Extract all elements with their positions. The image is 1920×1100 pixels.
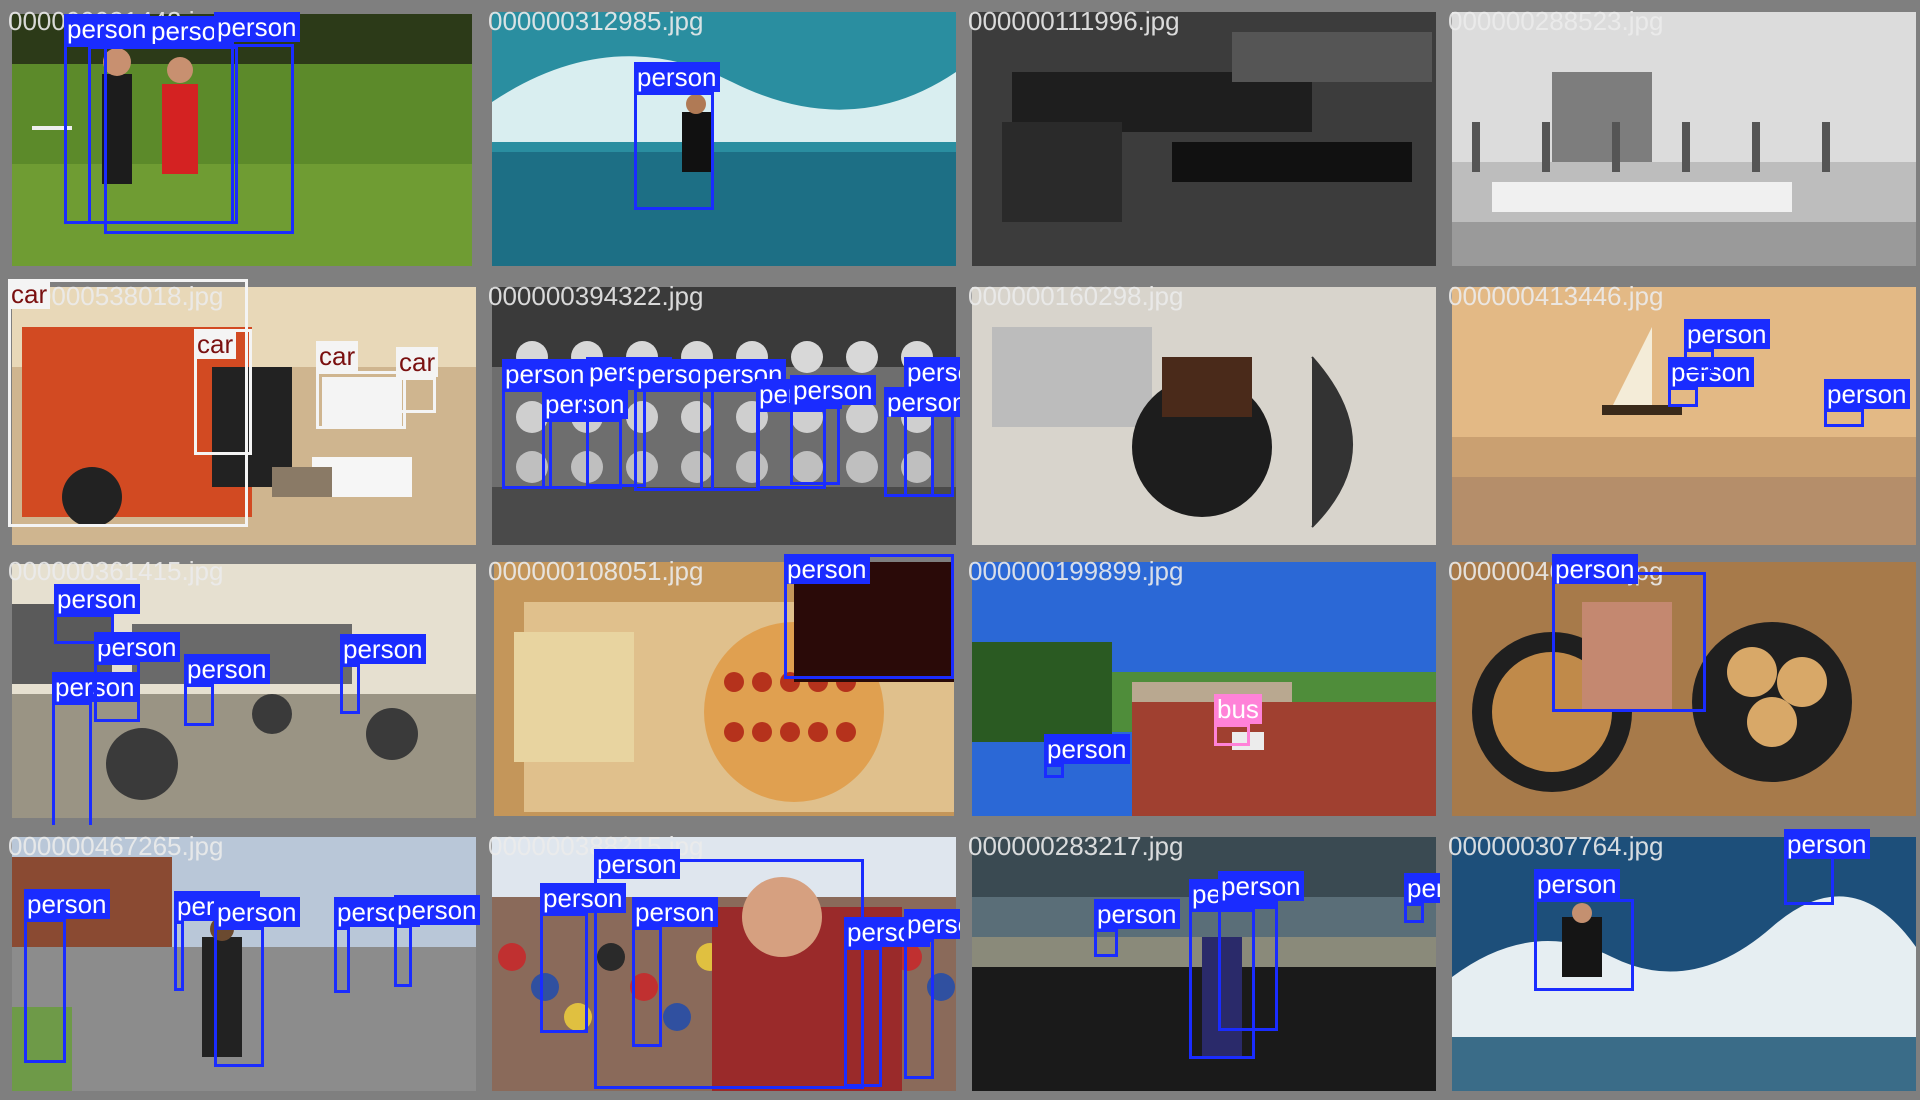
bounding-box-person xyxy=(634,389,714,491)
bounding-box-person xyxy=(174,921,184,991)
bounding-box-person xyxy=(1668,387,1698,407)
image-tile[interactable]: 000000288523.jpg xyxy=(1444,4,1920,275)
bounding-box-person xyxy=(54,614,114,644)
detection-label: person xyxy=(502,359,588,389)
image-tile[interactable]: 000000538018.jpg car car car car xyxy=(4,279,480,550)
detection-label: person xyxy=(94,632,180,662)
detection-label: person xyxy=(884,387,960,417)
bounding-box-person xyxy=(542,419,622,489)
detection-label: person xyxy=(394,895,480,925)
detection-label: person xyxy=(1094,899,1180,929)
bounding-box-person xyxy=(52,702,92,825)
bounding-box-person xyxy=(1044,764,1064,778)
detection-label: person xyxy=(904,357,960,387)
detection-label: person xyxy=(594,849,680,879)
bounding-box-person xyxy=(540,913,588,1033)
bounding-box-person xyxy=(1552,572,1706,712)
detection-label: car xyxy=(194,329,237,359)
detection-label: person xyxy=(214,12,300,42)
photo-gadgets xyxy=(972,287,1436,545)
bounding-box-person xyxy=(700,389,760,491)
image-tile[interactable]: 000000307764.jpg person person xyxy=(1444,829,1920,1100)
photo-pancakes xyxy=(1452,562,1916,816)
detection-label: person xyxy=(214,897,300,927)
detection-label: person xyxy=(64,14,150,44)
bounding-box-person xyxy=(904,939,934,1079)
image-tile[interactable]: 000000199899.jpg person bus xyxy=(964,554,1440,825)
bounding-box-person xyxy=(340,664,360,714)
bounding-box-bus xyxy=(1214,724,1250,746)
detection-label: person xyxy=(904,909,960,939)
bounding-box-person xyxy=(1534,899,1634,991)
bounding-box-person xyxy=(586,387,646,487)
photo-harbor xyxy=(1452,12,1916,266)
bounding-box-person xyxy=(1684,349,1714,373)
bounding-box-car xyxy=(396,377,436,413)
bounding-box-car xyxy=(316,371,406,429)
detection-label: person xyxy=(1404,873,1440,903)
detection-label: car xyxy=(396,347,439,377)
bounding-box-person xyxy=(1094,929,1118,957)
detection-label: car xyxy=(8,279,51,309)
detection-label: person xyxy=(340,634,426,664)
bounding-box-person xyxy=(790,405,840,485)
bounding-box-person xyxy=(632,927,662,1047)
detection-label: person xyxy=(24,889,110,919)
detection-label: person xyxy=(184,654,270,684)
bounding-box-person xyxy=(594,859,864,1089)
detection-label: person xyxy=(1784,829,1870,859)
bounding-box-person xyxy=(844,947,882,1087)
detection-label: person xyxy=(542,389,628,419)
bounding-box-car xyxy=(8,279,248,527)
image-tile[interactable]: 000000160298.jpg xyxy=(964,279,1440,550)
bounding-box-person xyxy=(214,927,264,1067)
photo-road xyxy=(12,837,476,1091)
detection-label: person xyxy=(634,62,720,92)
image-tile[interactable]: 000000394322.jpg person person person person… xyxy=(484,279,960,550)
detection-label: person xyxy=(790,375,876,405)
image-tile[interactable]: 000000413446.jpg person person person xyxy=(1444,279,1920,550)
detection-label: person xyxy=(1534,869,1620,899)
photo-coast xyxy=(972,562,1436,816)
bounding-box-person xyxy=(1404,903,1424,923)
detection-label: person xyxy=(784,554,870,584)
photo-surf xyxy=(492,12,956,266)
bounding-box-person xyxy=(1218,901,1278,1031)
detection-label: person xyxy=(1552,554,1638,584)
bounding-box-person xyxy=(1824,409,1864,427)
detection-label: person xyxy=(1218,871,1304,901)
detection-label: car xyxy=(316,341,359,371)
image-tile[interactable]: 000000361415.jpg person person person person… xyxy=(4,554,480,825)
detection-label: person xyxy=(540,883,626,913)
bounding-box-person xyxy=(394,925,412,987)
bounding-box-person xyxy=(88,46,238,224)
detection-label: bus xyxy=(1214,694,1262,724)
bounding-box-person xyxy=(94,662,140,722)
bounding-box-person xyxy=(24,919,66,1063)
bounding-box-person xyxy=(334,927,350,993)
bounding-box-person xyxy=(502,389,552,489)
photo-classphoto xyxy=(492,287,956,545)
photo-waves xyxy=(1452,837,1916,1091)
detection-label: person xyxy=(54,584,140,614)
detection-label: person xyxy=(1684,319,1770,349)
bounding-box-person xyxy=(634,92,714,210)
bounding-box-person xyxy=(1189,909,1255,1059)
detection-label: person xyxy=(1044,734,1130,764)
bounding-box-person xyxy=(104,44,294,234)
image-tile[interactable]: 000000108051.jpg person xyxy=(484,554,960,825)
detection-label: person xyxy=(632,897,718,927)
detection-label: person xyxy=(1824,379,1910,409)
image-tile[interactable]: 000000312985.jpg person xyxy=(484,4,960,275)
bounding-box-person xyxy=(184,684,214,726)
image-tile[interactable]: 000000467265.jpg person person person person… xyxy=(4,829,480,1100)
image-tile[interactable]: 000000388215.jpg person person person person… xyxy=(484,829,960,1100)
image-tile[interactable]: 000000111996.jpg xyxy=(964,4,1440,275)
photo-desk xyxy=(972,12,1436,266)
